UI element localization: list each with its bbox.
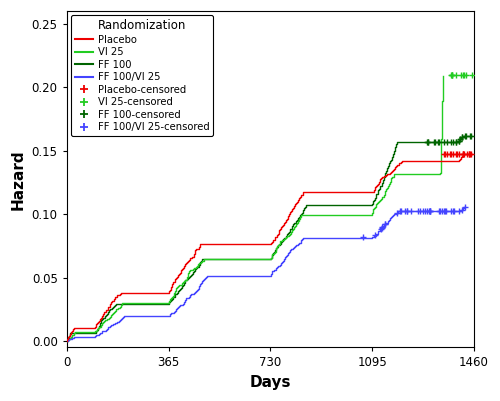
Legend: Placebo, VI 25, FF 100, FF 100/VI 25, Placebo-censored, VI 25-censored, FF 100-c: Placebo, VI 25, FF 100, FF 100/VI 25, Pl…: [70, 15, 214, 136]
Y-axis label: Hazard: Hazard: [11, 149, 26, 209]
X-axis label: Days: Days: [250, 375, 291, 390]
